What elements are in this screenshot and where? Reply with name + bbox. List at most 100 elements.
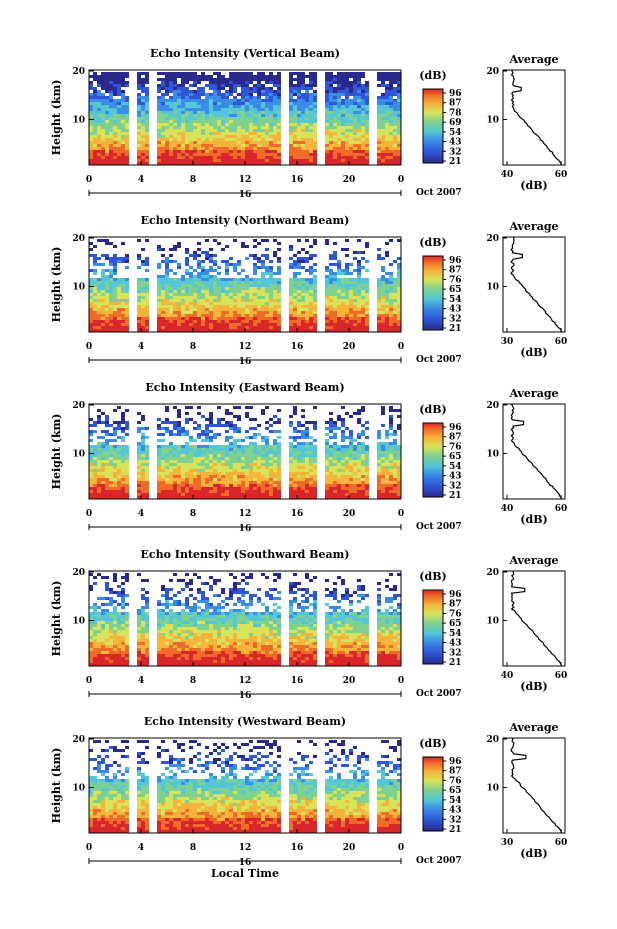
heatmap-cell xyxy=(201,141,205,144)
heatmap-cell xyxy=(357,87,361,90)
heatmap-cell xyxy=(365,147,369,150)
heatmap-cell xyxy=(229,448,233,451)
heatmap-cell xyxy=(93,460,97,463)
heatmap-cell xyxy=(309,111,313,114)
heatmap-cell xyxy=(301,323,305,326)
heatmap-cell xyxy=(341,457,345,460)
heatmap-cell xyxy=(257,257,261,260)
heatmap-cell xyxy=(169,102,173,105)
heatmap-cell xyxy=(181,159,185,162)
heatmap-cell xyxy=(213,323,217,326)
heatmap-cell xyxy=(397,496,401,499)
heatmap-cell xyxy=(293,320,297,323)
heatmap-cell xyxy=(117,436,121,439)
heatmap-cell xyxy=(245,81,249,84)
heatmap-cell xyxy=(109,135,113,138)
heatmap-cell xyxy=(89,326,93,329)
heatmap-cell xyxy=(293,451,297,454)
heatmap-cell xyxy=(213,87,217,90)
heatmap-cell xyxy=(353,490,357,493)
heatmap-cell xyxy=(233,96,237,99)
heatmap-cell xyxy=(313,120,317,123)
heatmap-cell xyxy=(157,296,161,299)
heatmap-cell xyxy=(93,99,97,102)
heatmap-cell xyxy=(161,254,165,257)
heatmap-cell xyxy=(157,439,161,442)
heatmap-cell xyxy=(125,287,129,290)
heatmap-cell xyxy=(249,493,253,496)
heatmap-cell xyxy=(201,162,205,165)
heatmap-cell xyxy=(337,162,341,165)
heatmap-cell xyxy=(397,159,401,162)
heatmap-cell xyxy=(161,329,165,332)
heatmap-cell xyxy=(221,87,225,90)
heatmap-cell xyxy=(265,135,269,138)
heatmap-cell xyxy=(385,436,389,439)
heatmap-cell xyxy=(341,111,345,114)
heatmap-cell xyxy=(393,105,397,108)
heatmap-cell xyxy=(161,72,165,75)
heatmap-cell xyxy=(117,493,121,496)
heatmap-cell xyxy=(289,144,293,147)
heatmap-cell xyxy=(245,144,249,147)
heatmap-cell xyxy=(93,150,97,153)
heatmap-cell xyxy=(249,323,253,326)
heatmap-cell xyxy=(393,102,397,105)
heatmap-cell xyxy=(389,466,393,469)
heatmap-cell xyxy=(289,457,293,460)
heatmap-cell xyxy=(109,159,113,162)
heatmap-cell xyxy=(217,144,221,147)
heatmap-cell xyxy=(93,245,97,248)
heatmap-cell xyxy=(365,129,369,132)
heatmap-cell xyxy=(273,117,277,120)
heatmap-cell xyxy=(385,78,389,81)
heatmap-cell xyxy=(101,296,105,299)
heatmap-cell xyxy=(125,147,129,150)
heatmap-cell xyxy=(273,323,277,326)
heatmap-cell xyxy=(277,290,281,293)
heatmap-cell xyxy=(289,460,293,463)
heatmap-cell xyxy=(261,72,265,75)
heatmap-cell xyxy=(257,278,261,281)
heatmap-cell xyxy=(265,132,269,135)
heatmap-cell xyxy=(293,126,297,129)
heatmap-cell xyxy=(233,105,237,108)
heatmap-cell xyxy=(229,481,233,484)
heatmap-cell xyxy=(397,484,401,487)
heatmap-cell xyxy=(249,105,253,108)
heatmap-cell xyxy=(101,487,105,490)
heatmap-cell xyxy=(117,117,121,120)
heatmap-cell xyxy=(333,296,337,299)
heatmap-cell xyxy=(173,293,177,296)
heatmap-cell xyxy=(245,84,249,87)
heatmap-cell xyxy=(325,84,329,87)
heatmap-cell xyxy=(109,329,113,332)
heatmap-cell xyxy=(165,99,169,102)
heatmap-cell xyxy=(297,239,301,242)
heatmap-cell xyxy=(113,84,117,87)
heatmap-cell xyxy=(241,493,245,496)
heatmap-cell xyxy=(265,323,269,326)
heatmap-cell xyxy=(265,299,269,302)
heatmap-cell xyxy=(177,147,181,150)
heatmap-cell xyxy=(337,138,341,141)
heatmap-cell xyxy=(309,75,313,78)
heatmap-cell xyxy=(101,102,105,105)
heatmap-cell xyxy=(253,87,257,90)
heatmap-cell xyxy=(125,320,129,323)
heatmap-cell xyxy=(261,439,265,442)
heatmap-cell xyxy=(381,120,385,123)
heatmap-cell xyxy=(105,144,109,147)
heatmap-cell xyxy=(141,293,145,296)
heatmap-cell xyxy=(93,451,97,454)
heatmap-cell xyxy=(169,129,173,132)
heatmap-cell xyxy=(97,287,101,290)
heatmap-cell xyxy=(269,311,273,314)
heatmap-cell xyxy=(209,323,213,326)
heatmap-cell xyxy=(269,111,273,114)
heatmap-cell xyxy=(157,487,161,490)
heatmap-cell xyxy=(189,102,193,105)
heatmap-cell xyxy=(185,320,189,323)
heatmap-cell xyxy=(245,469,249,472)
heatmap-cell xyxy=(397,305,401,308)
